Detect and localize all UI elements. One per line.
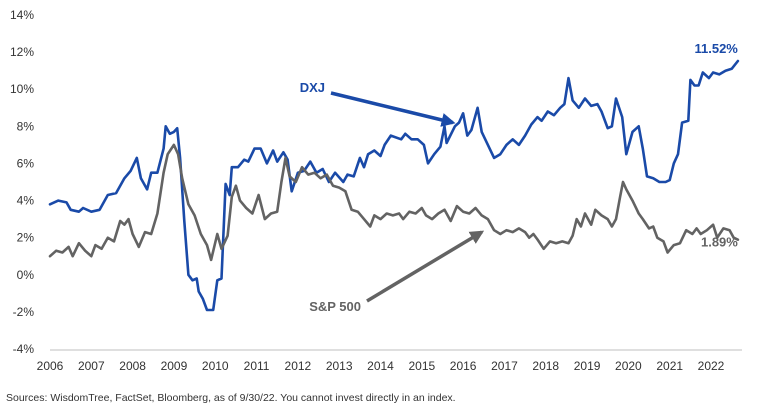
x-tick-label: 2011 bbox=[244, 359, 270, 373]
annotation-arrow-s-p-500 bbox=[366, 230, 485, 303]
x-tick-label: 2022 bbox=[698, 359, 725, 373]
y-axis: -4% -2% 0% 2% 4% 6% 8% 10% 12% 14% bbox=[10, 8, 34, 356]
x-tick-label: 2009 bbox=[161, 359, 188, 373]
x-tick-label: 2021 bbox=[656, 359, 683, 373]
y-tick-label: 14% bbox=[10, 8, 34, 22]
y-tick-label: 8% bbox=[17, 119, 35, 133]
y-tick-label: 12% bbox=[10, 45, 34, 59]
x-tick-label: 2014 bbox=[367, 359, 394, 373]
series-line-s-p-500 bbox=[48, 143, 740, 262]
end-value-label-s-p-500: 1.89% bbox=[701, 235, 738, 250]
x-tick-label: 2007 bbox=[78, 359, 105, 373]
x-tick-label: 2010 bbox=[202, 359, 229, 373]
source-note: Sources: WisdomTree, FactSet, Bloomberg,… bbox=[6, 392, 456, 404]
x-tick-label: 2019 bbox=[574, 359, 601, 373]
annotation-arrow-dxj bbox=[330, 91, 456, 127]
end-value-label-dxj: 11.52% bbox=[694, 41, 738, 56]
x-tick-label: 2016 bbox=[450, 359, 477, 373]
x-tick-label: 2008 bbox=[119, 359, 146, 373]
annotation-layer: DXJ S&P 500 bbox=[300, 80, 485, 314]
annotation-label-s-p-500: S&P 500 bbox=[309, 299, 361, 314]
y-tick-label: 0% bbox=[17, 268, 35, 282]
x-tick-label: 2015 bbox=[408, 359, 435, 373]
x-tick-label: 2018 bbox=[532, 359, 559, 373]
y-tick-label: 4% bbox=[17, 194, 35, 208]
x-tick-label: 2012 bbox=[285, 359, 312, 373]
annotation-label-dxj: DXJ bbox=[300, 80, 325, 95]
x-tick-label: 2017 bbox=[491, 359, 518, 373]
series-layer: 11.52% 1.89% bbox=[48, 41, 740, 312]
y-tick-label: 6% bbox=[17, 156, 35, 170]
x-tick-label: 2013 bbox=[326, 359, 353, 373]
y-tick-label: -2% bbox=[13, 305, 35, 319]
y-tick-label: -4% bbox=[13, 342, 35, 356]
series-line-dxj bbox=[48, 59, 740, 312]
x-axis: 2006 2007 2008 2009 2010 2011 2012 2013 2014 2015… bbox=[37, 349, 742, 373]
x-tick-label: 2006 bbox=[37, 359, 64, 373]
x-tick-label: 2020 bbox=[615, 359, 642, 373]
y-tick-label: 10% bbox=[10, 82, 34, 96]
y-tick-label: 2% bbox=[17, 231, 35, 245]
